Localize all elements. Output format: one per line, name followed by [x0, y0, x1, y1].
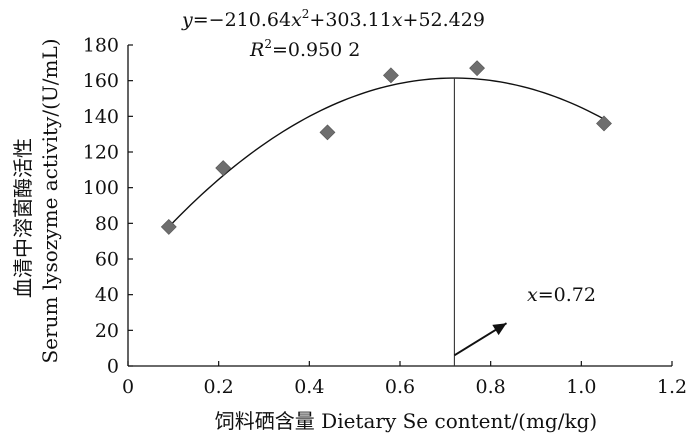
- y-axis-title-en: Serum lysozyme activity/(U/mL): [38, 38, 62, 363]
- x-tick-label: 1.0: [566, 376, 596, 398]
- data-point: [596, 115, 612, 132]
- data-point: [319, 124, 336, 141]
- x-tick-label: 0.4: [294, 376, 324, 398]
- y-tick-label: 100: [83, 177, 119, 199]
- data-point: [215, 160, 232, 176]
- x-tick-label: 1.2: [657, 376, 687, 398]
- y-tick-label: 60: [95, 249, 119, 271]
- fit-curve-layer: [168, 77, 605, 366]
- x-axis-title: 饲料硒含量 Dietary Se content/(mg/kg): [215, 409, 597, 433]
- optimum-arrow-head: [492, 323, 507, 336]
- optimum-label: x=0.72: [527, 284, 596, 306]
- fit-curve: [168, 77, 605, 228]
- y-tick-label: 20: [95, 320, 119, 342]
- y-tick-label: 180: [83, 35, 119, 57]
- y-tick-label: 0: [107, 356, 119, 378]
- y-axis-title-cn: 血清中溶菌酶活性: [11, 138, 35, 298]
- x-tick-label: 0.8: [476, 376, 506, 398]
- tick-labels: 0 20 40 60 80 100 120 140 160 180 0 0.2 0.4 0.6 0.8 1.0…: [83, 35, 687, 399]
- y-tick-label: 140: [83, 106, 119, 128]
- y-tick-label: 40: [95, 284, 119, 306]
- x-tick-label: 0.2: [204, 376, 234, 398]
- data-point: [469, 60, 485, 77]
- x-tick-label: 0: [122, 376, 134, 398]
- data-point: [160, 218, 177, 235]
- r-squared-label: R2=0.950 2: [249, 37, 360, 61]
- fit-equation: y=−210.64x2+303.11x+52.429: [181, 7, 485, 31]
- y-tick-label: 80: [95, 213, 119, 235]
- plot-area: [127, 44, 673, 367]
- x-tick-label: 0.6: [385, 376, 415, 398]
- y-tick-label: 120: [83, 142, 119, 164]
- y-tick-label: 160: [83, 70, 119, 92]
- data-point: [383, 67, 399, 84]
- data-points: [160, 60, 612, 235]
